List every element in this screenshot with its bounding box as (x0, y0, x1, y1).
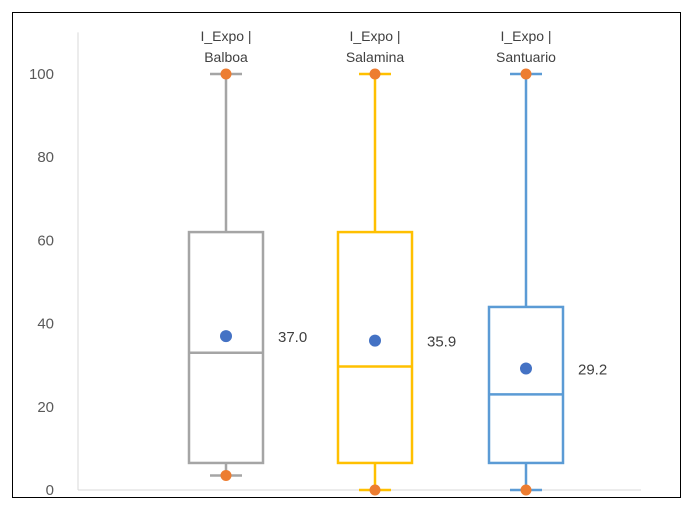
max-point (520, 68, 532, 80)
y-tick-label: 40 (37, 316, 54, 333)
category-label-line1: I_Expo | (500, 28, 551, 44)
chart-frame: 0 20 40 60 80 100 37.0 I_Expo | Balboa 35.9 I_Expo… (12, 12, 681, 499)
max-point (369, 68, 381, 80)
min-point (369, 484, 381, 496)
y-tick-label: 0 (46, 482, 54, 499)
category-label-line1: I_Expo | (349, 28, 400, 44)
category-label-line1: I_Expo | (200, 28, 251, 44)
category-label-line2: Salamina (346, 49, 405, 65)
mean-point (220, 330, 232, 343)
min-point (520, 484, 532, 496)
y-tick-label: 60 (37, 232, 54, 249)
box-iqr (487, 305, 565, 465)
max-point (220, 68, 232, 80)
box-iqr (187, 230, 265, 465)
y-tick-label: 100 (29, 66, 54, 83)
mean-point (520, 362, 532, 375)
box-iqr (336, 230, 414, 465)
mean-point (369, 334, 381, 347)
y-tick-label: 80 (37, 149, 54, 166)
category-label-line2: Santuario (496, 49, 556, 65)
y-tick-label: 20 (37, 399, 54, 416)
mean-data-label: 37.0 (278, 329, 307, 346)
category-label-line2: Balboa (204, 49, 248, 65)
chart-svg: 0 20 40 60 80 100 37.0 I_Expo | Balboa 35.9 I_Expo… (29, 28, 641, 499)
min-point (220, 469, 232, 481)
mean-data-label: 35.9 (427, 334, 456, 351)
mean-data-label: 29.2 (578, 362, 607, 379)
